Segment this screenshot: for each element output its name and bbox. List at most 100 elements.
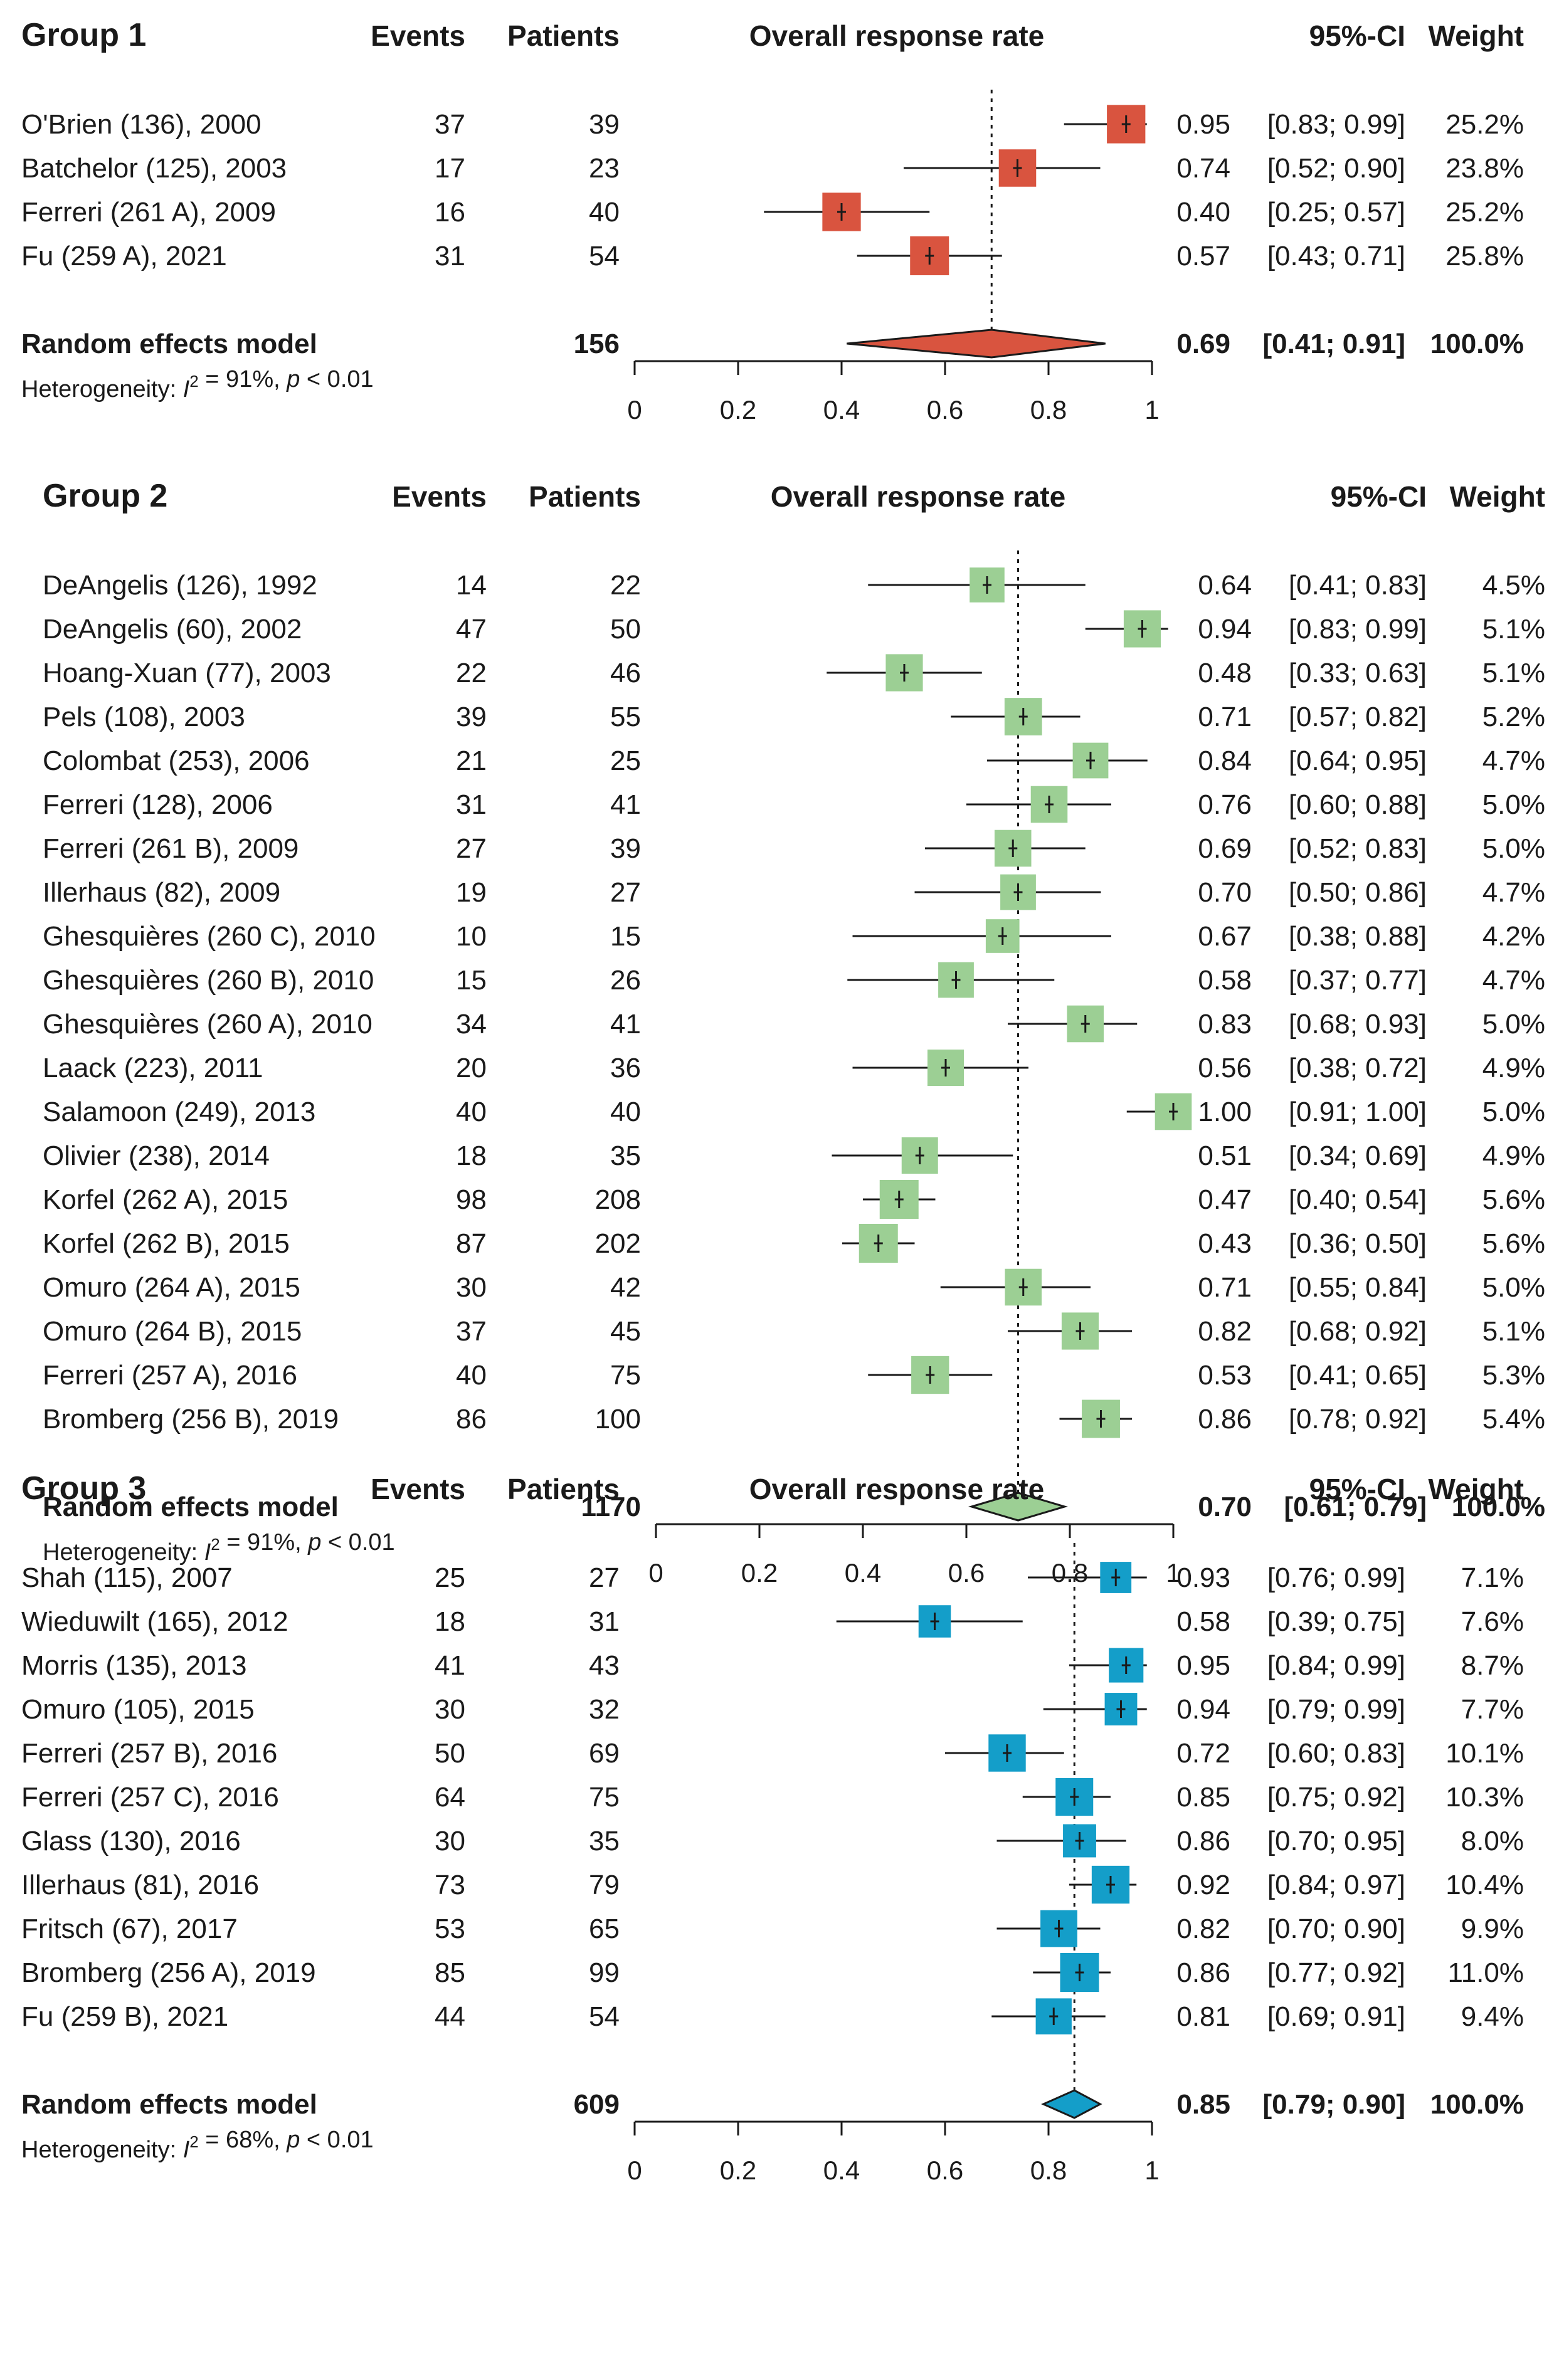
study-ci: [0.37; 0.77]	[1289, 965, 1427, 996]
patients-header: Patients	[529, 480, 641, 513]
x-tick-label: 0.2	[720, 2156, 756, 2185]
study-weight: 4.5%	[1482, 570, 1545, 601]
study-events: 31	[456, 789, 487, 820]
study-ci: [0.36; 0.50]	[1289, 1228, 1427, 1259]
study-ci: [0.77; 0.92]	[1267, 1957, 1405, 1988]
x-tick-label: 0	[627, 2156, 642, 2185]
study-ci: [0.39; 0.75]	[1267, 1606, 1405, 1637]
study-row: Omuro (105), 2015 30 32 0.94 [0.79; 0.99] 7.7…	[21, 1693, 1524, 1725]
study-patients: 31	[589, 1606, 620, 1637]
heterogeneity-part: < 0.01	[300, 2127, 373, 2153]
heterogeneity-part: = 91%,	[220, 1529, 308, 1556]
study-name: Ferreri (261 B), 2009	[43, 833, 299, 864]
study-weight: 4.9%	[1482, 1140, 1545, 1171]
study-ci: [0.33; 0.63]	[1289, 658, 1427, 688]
study-name: Fu (259 A), 2021	[21, 241, 227, 271]
study-row: Batchelor (125), 2003 17 23 0.74 [0.52; 0.90…	[21, 149, 1524, 187]
study-estimate: 0.83	[1198, 1009, 1252, 1040]
study-row: Ghesquières (260 A), 2010 34 41 0.83 [0.68; …	[43, 1005, 1545, 1043]
study-weight: 5.0%	[1482, 1272, 1545, 1303]
study-name: Ferreri (257 A), 2016	[43, 1360, 297, 1391]
model-diamond	[847, 329, 1106, 359]
study-ci: [0.83; 0.99]	[1267, 109, 1405, 140]
study-patients: 27	[610, 877, 641, 908]
study-name: Shah (115), 2007	[21, 1562, 233, 1593]
study-weight: 11.0%	[1448, 1957, 1524, 1988]
model-patients: 1170	[581, 1492, 641, 1522]
study-events: 50	[435, 1738, 465, 1769]
study-row: Shah (115), 2007 25 27 0.93 [0.76; 0.99] 7.1%	[21, 1562, 1524, 1593]
study-patients: 15	[610, 921, 641, 952]
heterogeneity-text: Heterogeneity: I2 = 91%, p < 0.01	[43, 1529, 395, 1566]
study-row: Fu (259 A), 2021 31 54 0.57 [0.43; 0.71] 25.8…	[21, 236, 1524, 275]
study-weight: 25.8%	[1445, 241, 1524, 271]
study-row: Korfel (262 A), 2015 98 208 0.47 [0.40; 0.54…	[43, 1180, 1545, 1219]
study-events: 30	[456, 1272, 487, 1303]
ci-header: 95%-CI	[1309, 1473, 1405, 1505]
study-events: 73	[435, 1870, 465, 1900]
model-ci: [0.79; 0.90]	[1263, 2089, 1405, 2120]
study-patients: 40	[589, 197, 620, 228]
study-name: Omuro (105), 2015	[21, 1694, 255, 1725]
study-row: Laack (223), 2011 20 36 0.56 [0.38; 0.72] 4.9…	[43, 1050, 1545, 1086]
study-ci: [0.70; 0.95]	[1267, 1826, 1405, 1856]
study-patients: 55	[610, 702, 641, 732]
study-name: Illerhaus (81), 2016	[21, 1870, 259, 1900]
study-estimate: 0.69	[1198, 833, 1252, 864]
x-axis: 0 0.2 0.4 0.6 0.8 1	[648, 1523, 1181, 1588]
study-weight: 7.6%	[1461, 1606, 1524, 1637]
x-tick-label: 1	[1166, 1558, 1180, 1588]
study-row: Glass (130), 2016 30 35 0.86 [0.70; 0.95] 8.0…	[21, 1824, 1524, 1858]
study-estimate: 0.85	[1176, 1782, 1230, 1813]
study-estimate: 0.71	[1198, 1272, 1252, 1303]
study-name: Omuro (264 B), 2015	[43, 1316, 302, 1347]
study-name: Hoang-Xuan (77), 2003	[43, 658, 331, 688]
study-events: 21	[456, 745, 487, 776]
x-tick-label: 0.8	[1030, 395, 1067, 424]
study-estimate: 0.92	[1176, 1870, 1230, 1900]
study-ci: [0.60; 0.88]	[1289, 789, 1427, 820]
study-patients: 23	[589, 153, 620, 184]
x-tick-label: 0.2	[720, 395, 756, 424]
study-name: DeAngelis (60), 2002	[43, 614, 302, 645]
events-header: Events	[392, 480, 487, 513]
x-tick-label: 0	[648, 1558, 663, 1588]
model-diamond	[1041, 2089, 1102, 2119]
study-name: Fritsch (67), 2017	[21, 1914, 238, 1944]
study-ci: [0.41; 0.65]	[1289, 1360, 1427, 1391]
study-estimate: 0.82	[1198, 1316, 1252, 1347]
study-row: Omuro (264 A), 2015 30 42 0.71 [0.55; 0.84] 5…	[43, 1268, 1545, 1306]
study-weight: 8.0%	[1461, 1826, 1524, 1856]
x-tick-label: 0.6	[927, 395, 963, 424]
study-ci: [0.78; 0.92]	[1289, 1404, 1427, 1435]
ci-header: 95%-CI	[1309, 19, 1405, 52]
study-name: DeAngelis (126), 1992	[43, 570, 317, 601]
study-weight: 5.3%	[1482, 1360, 1545, 1391]
model-row: Random effects model 609 0.85 [0.79; 0.90] 1…	[21, 2089, 1524, 2120]
study-estimate: 0.64	[1198, 570, 1252, 601]
study-weight: 4.7%	[1482, 745, 1545, 776]
study-patients: 202	[595, 1228, 641, 1259]
study-ci: [0.79; 0.99]	[1267, 1694, 1405, 1725]
study-events: 27	[456, 833, 487, 864]
study-row: Salamoon (249), 2013 40 40 1.00 [0.91; 1.00]…	[43, 1093, 1545, 1130]
study-patients: 41	[610, 789, 641, 820]
study-estimate: 0.56	[1198, 1053, 1252, 1083]
study-patients: 54	[589, 241, 620, 271]
weight-header: Weight	[1450, 480, 1545, 513]
x-axis: 0 0.2 0.4 0.6 0.8 1	[627, 2120, 1160, 2185]
x-tick-label: 0.8	[1030, 2156, 1067, 2185]
heterogeneity-part: 2	[189, 2132, 198, 2151]
model-estimate: 0.85	[1176, 2089, 1230, 2120]
study-patients: 79	[589, 1870, 620, 1900]
study-name: Ferreri (257 B), 2016	[21, 1738, 277, 1769]
study-row: Ferreri (128), 2006 31 41 0.76 [0.60; 0.88] 5…	[43, 786, 1545, 823]
study-row: Ghesquières (260 C), 2010 10 15 0.67 [0.38; …	[43, 919, 1545, 953]
study-estimate: 0.71	[1198, 702, 1252, 732]
study-row: Bromberg (256 B), 2019 86 100 0.86 [0.78; 0.…	[43, 1399, 1545, 1438]
study-weight: 9.9%	[1461, 1914, 1524, 1944]
study-name: Morris (135), 2013	[21, 1650, 246, 1681]
study-name: Illerhaus (82), 2009	[43, 877, 280, 908]
study-ci: [0.38; 0.72]	[1289, 1053, 1427, 1083]
